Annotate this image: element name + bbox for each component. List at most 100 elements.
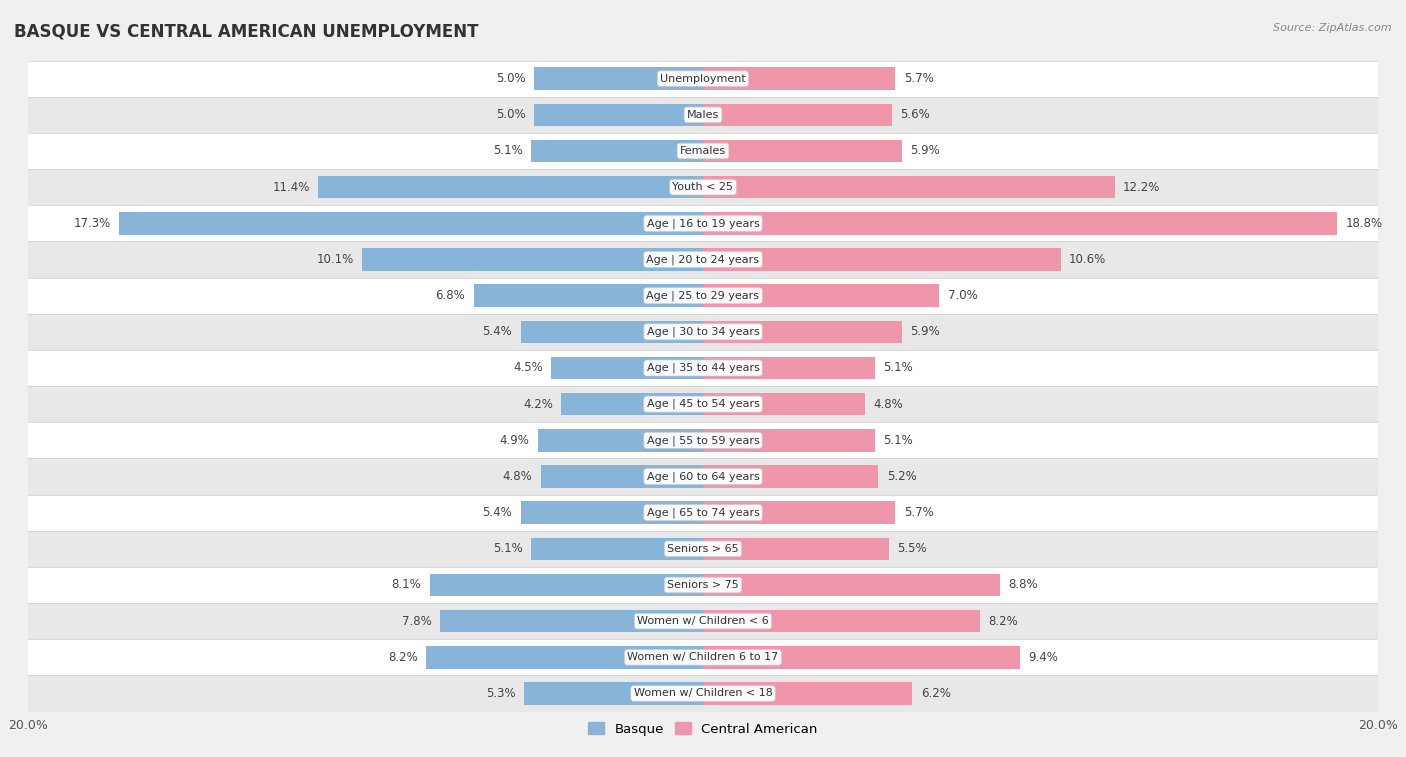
Text: Youth < 25: Youth < 25	[672, 182, 734, 192]
Text: 7.8%: 7.8%	[402, 615, 432, 628]
Text: 5.0%: 5.0%	[496, 72, 526, 85]
Text: Age | 16 to 19 years: Age | 16 to 19 years	[647, 218, 759, 229]
Text: Age | 65 to 74 years: Age | 65 to 74 years	[647, 507, 759, 518]
Bar	[28, 675, 1378, 712]
Bar	[28, 639, 1378, 675]
Bar	[524, 682, 703, 705]
Text: 10.1%: 10.1%	[316, 253, 354, 266]
Text: 5.1%: 5.1%	[883, 362, 914, 375]
Text: 6.8%: 6.8%	[436, 289, 465, 302]
Text: 5.6%: 5.6%	[900, 108, 931, 121]
Bar	[28, 350, 1378, 386]
Text: Age | 25 to 29 years: Age | 25 to 29 years	[647, 291, 759, 301]
Bar	[318, 176, 703, 198]
Bar	[703, 537, 889, 560]
Bar	[703, 104, 891, 126]
Text: 5.5%: 5.5%	[897, 542, 927, 556]
Bar	[120, 212, 703, 235]
Text: 5.1%: 5.1%	[492, 542, 523, 556]
Text: 10.6%: 10.6%	[1069, 253, 1107, 266]
Text: 5.4%: 5.4%	[482, 326, 512, 338]
Legend: Basque, Central American: Basque, Central American	[583, 717, 823, 741]
Text: 5.2%: 5.2%	[887, 470, 917, 483]
Bar	[28, 61, 1378, 97]
Text: 5.7%: 5.7%	[904, 506, 934, 519]
Bar	[703, 248, 1060, 271]
Text: 8.1%: 8.1%	[391, 578, 422, 591]
Text: 11.4%: 11.4%	[273, 181, 309, 194]
Bar	[28, 133, 1378, 169]
Bar	[440, 610, 703, 632]
Bar	[703, 646, 1021, 668]
Bar	[28, 531, 1378, 567]
Text: Age | 35 to 44 years: Age | 35 to 44 years	[647, 363, 759, 373]
Bar	[703, 357, 875, 379]
Bar	[531, 140, 703, 162]
Bar	[426, 646, 703, 668]
Bar	[703, 212, 1337, 235]
Text: 5.3%: 5.3%	[486, 687, 516, 700]
Bar	[703, 393, 865, 416]
Text: 4.5%: 4.5%	[513, 362, 543, 375]
Bar	[703, 67, 896, 90]
Text: Age | 45 to 54 years: Age | 45 to 54 years	[647, 399, 759, 410]
Bar	[28, 169, 1378, 205]
Bar	[28, 97, 1378, 133]
Text: 8.2%: 8.2%	[388, 651, 418, 664]
Text: 6.2%: 6.2%	[921, 687, 950, 700]
Text: 7.0%: 7.0%	[948, 289, 977, 302]
Bar	[28, 241, 1378, 278]
Bar	[430, 574, 703, 597]
Text: 5.1%: 5.1%	[492, 145, 523, 157]
Text: Females: Females	[681, 146, 725, 156]
Text: 18.8%: 18.8%	[1346, 217, 1384, 230]
Text: 4.9%: 4.9%	[499, 434, 529, 447]
Bar	[537, 429, 703, 451]
Text: 5.7%: 5.7%	[904, 72, 934, 85]
Bar	[28, 386, 1378, 422]
Bar	[28, 205, 1378, 241]
Text: Age | 20 to 24 years: Age | 20 to 24 years	[647, 254, 759, 265]
Bar	[28, 313, 1378, 350]
Text: Age | 30 to 34 years: Age | 30 to 34 years	[647, 326, 759, 337]
Bar	[703, 574, 1000, 597]
Bar	[520, 501, 703, 524]
Bar	[703, 285, 939, 307]
Text: Women w/ Children < 18: Women w/ Children < 18	[634, 689, 772, 699]
Bar	[703, 140, 903, 162]
Bar	[703, 466, 879, 488]
Bar	[703, 321, 903, 343]
Text: Males: Males	[688, 110, 718, 120]
Bar	[703, 501, 896, 524]
Bar	[531, 537, 703, 560]
Text: Women w/ Children 6 to 17: Women w/ Children 6 to 17	[627, 653, 779, 662]
Text: Source: ZipAtlas.com: Source: ZipAtlas.com	[1274, 23, 1392, 33]
Text: 5.9%: 5.9%	[911, 145, 941, 157]
Bar	[703, 610, 980, 632]
Text: 5.9%: 5.9%	[911, 326, 941, 338]
Bar	[551, 357, 703, 379]
Bar	[28, 278, 1378, 313]
Bar	[534, 67, 703, 90]
Text: 8.8%: 8.8%	[1008, 578, 1038, 591]
Text: 4.8%: 4.8%	[503, 470, 533, 483]
Text: Seniors > 65: Seniors > 65	[668, 544, 738, 554]
Bar	[28, 567, 1378, 603]
Bar	[28, 459, 1378, 494]
Bar	[474, 285, 703, 307]
Text: 5.0%: 5.0%	[496, 108, 526, 121]
Text: 5.4%: 5.4%	[482, 506, 512, 519]
Bar	[520, 321, 703, 343]
Bar	[703, 682, 912, 705]
Text: 12.2%: 12.2%	[1123, 181, 1160, 194]
Bar	[534, 104, 703, 126]
Text: 8.2%: 8.2%	[988, 615, 1018, 628]
Text: Age | 60 to 64 years: Age | 60 to 64 years	[647, 472, 759, 481]
Text: Seniors > 75: Seniors > 75	[666, 580, 740, 590]
Bar	[28, 422, 1378, 459]
Text: BASQUE VS CENTRAL AMERICAN UNEMPLOYMENT: BASQUE VS CENTRAL AMERICAN UNEMPLOYMENT	[14, 23, 478, 41]
Bar	[703, 429, 875, 451]
Bar	[541, 466, 703, 488]
Text: 9.4%: 9.4%	[1029, 651, 1059, 664]
Text: Women w/ Children < 6: Women w/ Children < 6	[637, 616, 769, 626]
